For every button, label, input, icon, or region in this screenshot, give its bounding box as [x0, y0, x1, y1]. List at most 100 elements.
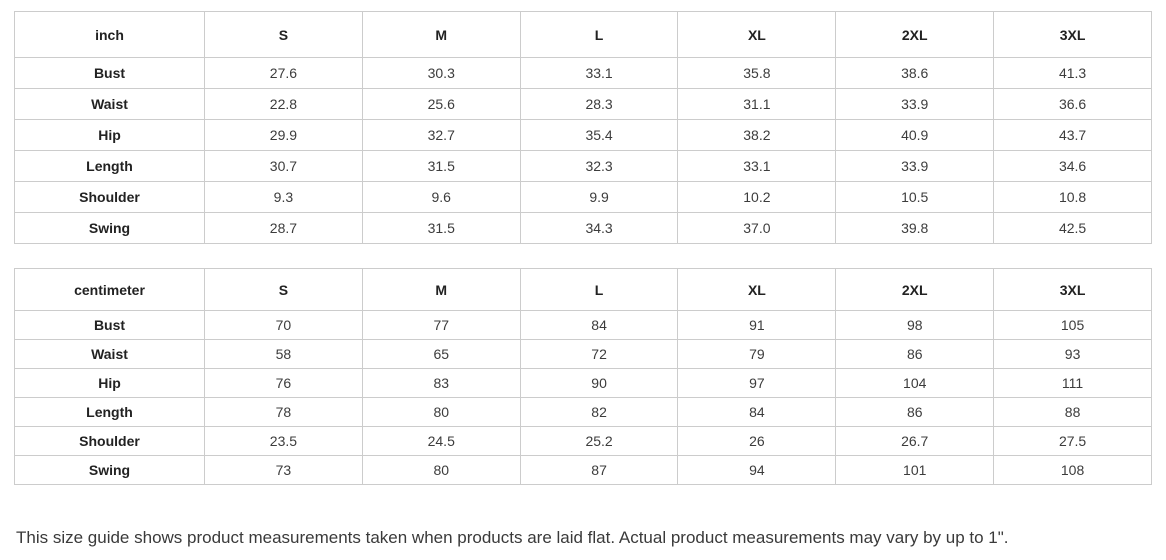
cell-value: 33.1: [519, 57, 679, 89]
cell-value: 97: [677, 368, 837, 398]
cell-value: 40.9: [835, 119, 995, 151]
cell-value: 104: [835, 368, 995, 398]
cell-value: 83: [361, 368, 521, 398]
size-column-header: 2XL: [835, 268, 995, 311]
table-row: Waist 58 65 72 79 86 93: [14, 339, 1152, 369]
cell-value: 25.6: [361, 88, 521, 120]
cell-value: 94: [677, 455, 837, 485]
size-column-header: M: [361, 268, 521, 311]
table-row: Swing 28.7 31.5 34.3 37.0 39.8 42.5: [14, 212, 1152, 244]
unit-header: inch: [14, 11, 205, 58]
table-row: Length 78 80 82 84 86 88: [14, 397, 1152, 427]
cell-value: 38.6: [835, 57, 995, 89]
cell-value: 30.7: [204, 150, 363, 182]
row-label: Shoulder: [14, 426, 205, 456]
cell-value: 93: [993, 339, 1152, 369]
cell-value: 32.3: [519, 150, 679, 182]
size-column-header: XL: [677, 268, 837, 311]
cell-value: 72: [519, 339, 679, 369]
cell-value: 37.0: [677, 212, 837, 244]
size-column-header: L: [519, 268, 679, 311]
cell-value: 36.6: [993, 88, 1152, 120]
cell-value: 35.4: [519, 119, 679, 151]
size-column-header: M: [361, 11, 521, 58]
table-row: Bust 27.6 30.3 33.1 35.8 38.6 41.3: [14, 57, 1152, 89]
cell-value: 70: [204, 310, 363, 340]
cell-value: 10.2: [677, 181, 837, 213]
cell-value: 78: [204, 397, 363, 427]
cell-value: 25.2: [519, 426, 679, 456]
row-label: Waist: [14, 339, 205, 369]
size-tables-container: inch S M L XL 2XL 3XL Bust 27.6 30.3 33.1 35.8 38.6 4…: [0, 11, 1166, 485]
cell-value: 27.5: [993, 426, 1152, 456]
cell-value: 77: [361, 310, 521, 340]
size-column-header: L: [519, 11, 679, 58]
cell-value: 76: [204, 368, 363, 398]
row-label: Hip: [14, 368, 205, 398]
size-column-header: 3XL: [993, 11, 1152, 58]
cell-value: 22.8: [204, 88, 363, 120]
cell-value: 58: [204, 339, 363, 369]
header-row: centimeter S M L XL 2XL 3XL: [14, 268, 1152, 311]
size-column-header: XL: [677, 11, 837, 58]
row-label: Bust: [14, 310, 205, 340]
cell-value: 91: [677, 310, 837, 340]
cell-value: 105: [993, 310, 1152, 340]
cell-value: 10.8: [993, 181, 1152, 213]
cell-value: 31.5: [361, 150, 521, 182]
row-label: Hip: [14, 119, 205, 151]
cell-value: 65: [361, 339, 521, 369]
cell-value: 43.7: [993, 119, 1152, 151]
cell-value: 84: [519, 310, 679, 340]
cell-value: 24.5: [361, 426, 521, 456]
cell-value: 23.5: [204, 426, 363, 456]
cell-value: 86: [835, 397, 995, 427]
size-column-header: S: [204, 11, 363, 58]
cell-value: 42.5: [993, 212, 1152, 244]
table-row: Hip 29.9 32.7 35.4 38.2 40.9 43.7: [14, 119, 1152, 151]
cell-value: 73: [204, 455, 363, 485]
cell-value: 9.9: [519, 181, 679, 213]
cell-value: 9.6: [361, 181, 521, 213]
cell-value: 79: [677, 339, 837, 369]
row-label: Shoulder: [14, 181, 205, 213]
row-label: Bust: [14, 57, 205, 89]
table-row: Shoulder 23.5 24.5 25.2 26 26.7 27.5: [14, 426, 1152, 456]
cell-value: 34.6: [993, 150, 1152, 182]
size-guide-note: This size guide shows product measuremen…: [16, 528, 1009, 547]
cell-value: 34.3: [519, 212, 679, 244]
table-row: Waist 22.8 25.6 28.3 31.1 33.9 36.6: [14, 88, 1152, 120]
row-label: Waist: [14, 88, 205, 120]
unit-header: centimeter: [14, 268, 205, 311]
table-row: Hip 76 83 90 97 104 111: [14, 368, 1152, 398]
cell-value: 30.3: [361, 57, 521, 89]
cell-value: 101: [835, 455, 995, 485]
table-row: Shoulder 9.3 9.6 9.9 10.2 10.5 10.8: [14, 181, 1152, 213]
size-column-header: S: [204, 268, 363, 311]
cell-value: 86: [835, 339, 995, 369]
cell-value: 33.1: [677, 150, 837, 182]
cell-value: 39.8: [835, 212, 995, 244]
cell-value: 87: [519, 455, 679, 485]
size-table-inch: inch S M L XL 2XL 3XL Bust 27.6 30.3 33.1 35.8 38.6 4…: [14, 11, 1152, 244]
cell-value: 26: [677, 426, 837, 456]
table-row: Length 30.7 31.5 32.3 33.1 33.9 34.6: [14, 150, 1152, 182]
row-label: Length: [14, 150, 205, 182]
cell-value: 29.9: [204, 119, 363, 151]
row-label: Length: [14, 397, 205, 427]
row-label: Swing: [14, 455, 205, 485]
cell-value: 9.3: [204, 181, 363, 213]
row-label: Swing: [14, 212, 205, 244]
size-column-header: 3XL: [993, 268, 1152, 311]
cell-value: 98: [835, 310, 995, 340]
cell-value: 28.7: [204, 212, 363, 244]
header-row: inch S M L XL 2XL 3XL: [14, 11, 1152, 58]
cell-value: 41.3: [993, 57, 1152, 89]
cell-value: 108: [993, 455, 1152, 485]
cell-value: 33.9: [835, 150, 995, 182]
size-table-centimeter: centimeter S M L XL 2XL 3XL Bust 70 77 84 91 98 105 Wa…: [14, 268, 1152, 485]
cell-value: 31.5: [361, 212, 521, 244]
cell-value: 35.8: [677, 57, 837, 89]
cell-value: 10.5: [835, 181, 995, 213]
